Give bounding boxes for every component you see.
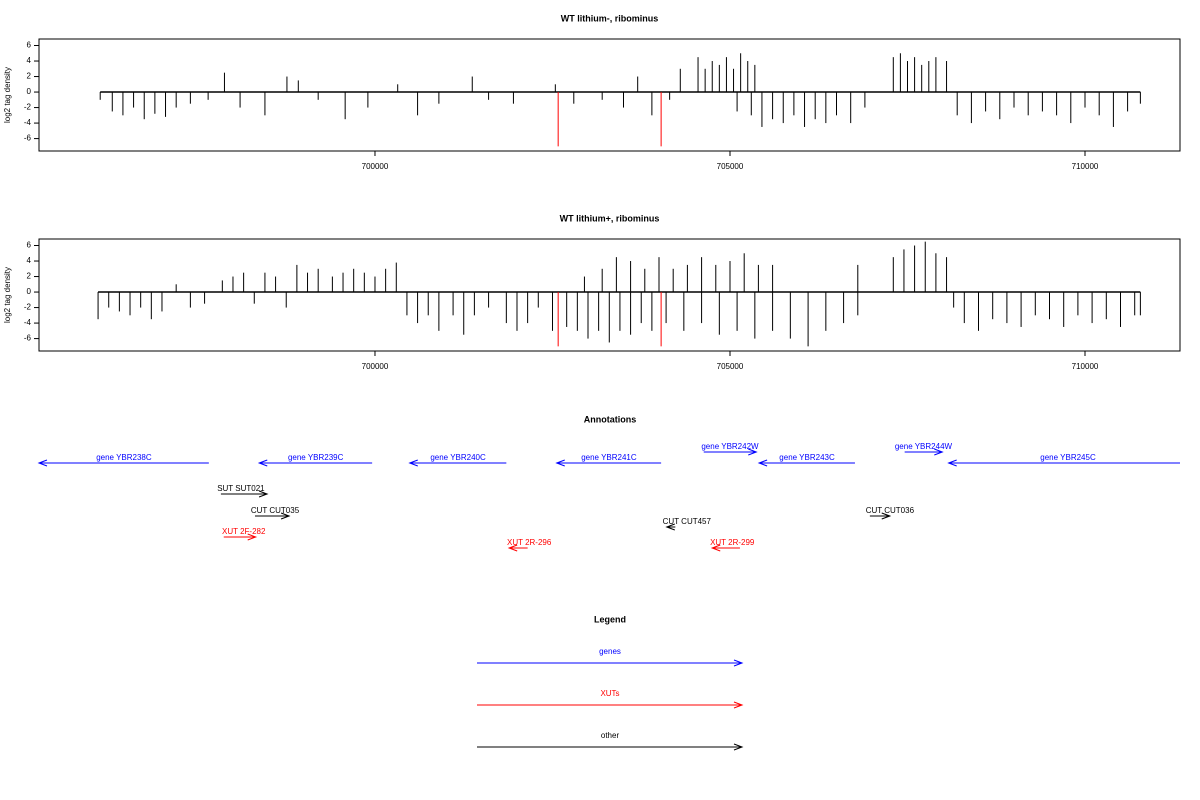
feature-arrow-head bbox=[258, 490, 269, 498]
feature-arrow-head bbox=[665, 523, 675, 531]
feature-label: CUT CUT457 bbox=[663, 517, 712, 526]
y-tick-label: 4 bbox=[27, 256, 32, 265]
y-tick-label: 2 bbox=[27, 272, 32, 281]
x-tick-label: 705000 bbox=[717, 362, 744, 371]
x-tick-label: 710000 bbox=[1072, 162, 1099, 171]
feature-label: XUT 2F-282 bbox=[222, 527, 266, 536]
legend-label: XUTs bbox=[600, 689, 619, 698]
plot-frame bbox=[38, 38, 1181, 152]
x-tick-label: 710000 bbox=[1072, 362, 1099, 371]
y-tick-label: 6 bbox=[27, 41, 32, 50]
y-tick-label: -6 bbox=[24, 334, 32, 343]
y-axis-label: log2 tag density bbox=[3, 267, 12, 323]
feature-arrow-head bbox=[757, 459, 768, 467]
y-tick-label: 0 bbox=[27, 287, 32, 296]
feature-arrow-head bbox=[947, 459, 957, 467]
y-tick-label: 6 bbox=[27, 241, 32, 250]
feature-arrow-head bbox=[257, 459, 268, 467]
feature-arrow-head bbox=[555, 459, 565, 467]
feature-label: gene YBR239C bbox=[288, 453, 344, 462]
legend-arrow-head bbox=[733, 659, 744, 667]
feature-label: CUT CUT035 bbox=[251, 506, 300, 515]
feature-label: CUT CUT036 bbox=[866, 506, 915, 515]
y-axis-label: log2 tag density bbox=[3, 67, 12, 123]
y-tick-label: 2 bbox=[27, 72, 32, 81]
feature-label: gene YBR238C bbox=[96, 453, 152, 462]
feature-arrow-head bbox=[507, 544, 518, 552]
y-tick-label: 0 bbox=[27, 87, 32, 96]
y-tick-label: -4 bbox=[24, 118, 32, 127]
feature-arrow-head bbox=[748, 448, 758, 456]
feature-label: SUT SUT021 bbox=[217, 484, 265, 493]
feature-label: gene YBR245C bbox=[1040, 453, 1096, 462]
feature-arrow-head bbox=[37, 459, 48, 467]
feature-label: XUT 2R-299 bbox=[710, 538, 755, 547]
feature-arrow-head bbox=[710, 544, 721, 552]
y-tick-label: -4 bbox=[24, 318, 32, 327]
legend-title: Legend bbox=[594, 614, 626, 624]
feature-arrow-head bbox=[280, 512, 291, 520]
feature-label: XUT 2R-296 bbox=[507, 538, 552, 547]
plot-frame bbox=[38, 238, 1181, 352]
feature-arrow-head bbox=[934, 448, 944, 456]
x-tick-label: 700000 bbox=[362, 362, 389, 371]
annotations-title: Annotations bbox=[584, 414, 637, 424]
feature-label: gene YBR241C bbox=[581, 453, 637, 462]
legend-arrow-head bbox=[733, 743, 744, 751]
y-tick-label: 4 bbox=[27, 56, 32, 65]
legend-label: other bbox=[601, 731, 620, 740]
chart-title: WT lithium+, ribominus bbox=[560, 213, 660, 223]
y-tick-label: -2 bbox=[24, 103, 32, 112]
feature-arrow-head bbox=[408, 459, 418, 467]
x-tick-label: 700000 bbox=[362, 162, 389, 171]
feature-label: gene YBR243C bbox=[779, 453, 835, 462]
feature-arrow-head bbox=[247, 533, 258, 541]
feature-arrow-head bbox=[881, 512, 892, 520]
legend-label: genes bbox=[599, 647, 621, 656]
feature-label: gene YBR242W bbox=[701, 442, 759, 451]
chart-title: WT lithium-, ribominus bbox=[561, 13, 659, 23]
legend-arrow-head bbox=[733, 701, 744, 709]
x-tick-label: 705000 bbox=[717, 162, 744, 171]
feature-label: gene YBR244W bbox=[895, 442, 953, 451]
y-tick-label: -2 bbox=[24, 303, 32, 312]
feature-label: gene YBR240C bbox=[430, 453, 486, 462]
y-tick-label: -6 bbox=[24, 134, 32, 143]
